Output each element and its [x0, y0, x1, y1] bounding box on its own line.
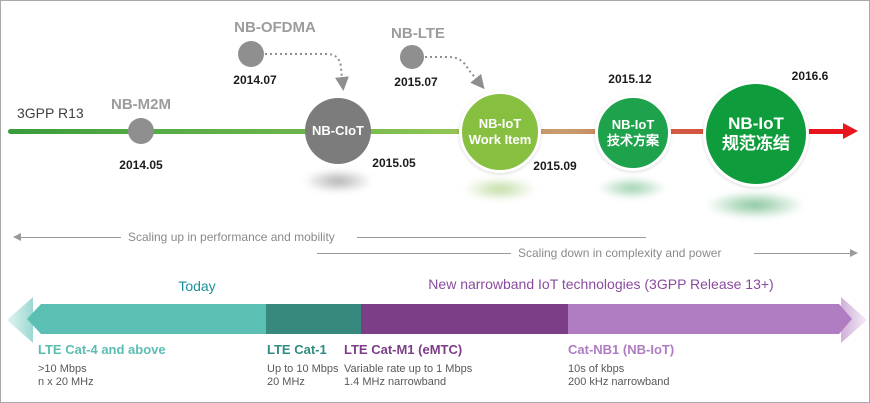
- timeline-red-arrow-shaft: [800, 129, 846, 134]
- milestone-dot-nb-m2m: [128, 118, 154, 144]
- milestone-date: 2015.05: [372, 156, 416, 170]
- reflection: [597, 177, 667, 199]
- category-detail: Variable rate up to 1 Mbps: [344, 363, 473, 375]
- circle-label: NB-CIoT: [312, 123, 364, 139]
- reflection: [463, 177, 537, 201]
- right-arrow-head-icon: [850, 249, 858, 257]
- category-detail: n x 20 MHz: [38, 376, 94, 388]
- category-detail: >10 Mbps: [38, 363, 87, 375]
- milestone-label-nb-m2m: NB-M2M: [111, 96, 171, 113]
- circle-label-line1: NB-IoT: [728, 113, 784, 133]
- circle-label-line2: 技术方案: [606, 133, 659, 148]
- bar-segment-lte-cat1: [266, 304, 361, 334]
- arrow-nb-lte-to-work-item: [425, 56, 485, 90]
- bar-segment-cat-nb1: [568, 304, 852, 334]
- category-lte-cat4: LTE Cat-4 and above >10 Mbps n x 20 MHz: [38, 342, 166, 389]
- left-arrow-head-icon: [13, 233, 21, 241]
- scaling-down-label: Scaling down in complexity and power: [518, 246, 722, 260]
- bar-segment-lte-catm1: [361, 304, 568, 334]
- category-detail: Up to 10 Mbps: [267, 363, 339, 375]
- milestone-label-nb-ofdma: NB-OFDMA: [234, 19, 316, 36]
- milestone-dot-nb-ofdma: [238, 41, 264, 67]
- milestone-date: 2015.09: [533, 159, 577, 173]
- circle-label-line1: NB-IoT: [611, 117, 655, 133]
- new-narrowband-label: New narrowband IoT technologies (3GPP Re…: [428, 276, 774, 292]
- dotted-branch-arrows: [265, 53, 485, 91]
- milestone-label-nb-lte: NB-LTE: [391, 25, 445, 42]
- circle-label-line1: NB-IoT: [478, 116, 522, 132]
- category-lte-catm1: LTE Cat-M1 (eMTC) Variable rate up to 1 …: [344, 342, 472, 389]
- category-detail: 20 MHz: [267, 376, 305, 388]
- scaling-down-line-left: [317, 253, 511, 254]
- scaling-up-line-left: [19, 237, 121, 238]
- scaling-down-line-right: [754, 253, 851, 254]
- today-label: Today: [178, 278, 216, 294]
- milestone-date: 2015.12: [608, 72, 652, 86]
- reflection: [705, 191, 805, 219]
- bar-segment-lte-cat4: [27, 304, 266, 334]
- category-title: LTE Cat-1: [267, 342, 327, 357]
- category-title: Cat-NB1 (NB-IoT): [568, 342, 675, 357]
- milestone-circle-nb-iot-work-item: NB-IoT Work Item: [459, 91, 541, 173]
- circle-label-line2: Work Item: [468, 132, 532, 147]
- category-detail: 200 kHz narrowband: [568, 376, 670, 388]
- category-title: LTE Cat-M1 (eMTC): [344, 342, 463, 357]
- scaling-up-label: Scaling up in performance and mobility: [128, 230, 335, 244]
- milestone-date: 2015.07: [394, 75, 438, 89]
- category-cat-nb1: Cat-NB1 (NB-IoT) 10s of kbps 200 kHz nar…: [568, 342, 674, 389]
- spectrum-bar: [27, 304, 852, 334]
- milestone-dot-nb-lte: [400, 45, 424, 69]
- scaling-up-line-right: [357, 237, 646, 238]
- milestone-circle-nb-iot-spec-freeze: NB-IoT 规范冻结: [703, 81, 809, 187]
- category-lte-cat1: LTE Cat-1 Up to 10 Mbps 20 MHz: [267, 342, 339, 389]
- timeline-red-arrow-head-icon: [843, 123, 858, 139]
- reflection: [303, 169, 373, 193]
- era-label: 3GPP R13: [17, 105, 84, 121]
- milestone-date: 2014.05: [119, 158, 163, 172]
- milestone-circle-nb-iot-tech-solution: NB-IoT 技术方案: [595, 95, 671, 171]
- milestone-date: 2014.07: [233, 73, 277, 87]
- milestone-circle-nb-ciot: NB-CIoT: [305, 98, 371, 164]
- milestone-date: 2016.6: [791, 69, 829, 83]
- category-detail: 10s of kbps: [568, 363, 625, 375]
- category-detail: 1.4 MHz narrowband: [344, 376, 447, 388]
- circle-label-line2: 规范冻结: [722, 134, 790, 153]
- category-title: LTE Cat-4 and above: [38, 342, 166, 357]
